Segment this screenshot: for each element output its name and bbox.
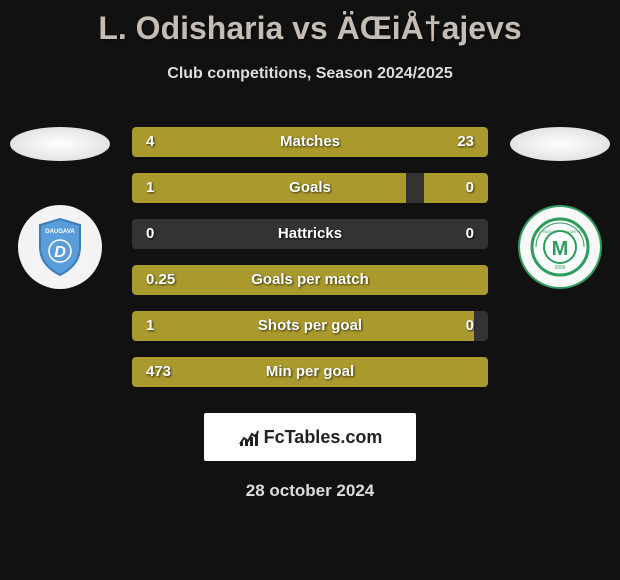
- stat-label: Goals: [132, 173, 488, 203]
- left-column: DAUGAVA D: [8, 133, 112, 289]
- stat-value-right: 0: [466, 173, 474, 203]
- brand-text: FcTables.com: [238, 426, 383, 448]
- stat-value-left: 0: [146, 219, 154, 249]
- footer-date: 28 october 2024: [0, 481, 620, 501]
- stat-row: Min per goal473: [132, 357, 488, 387]
- stat-value-right: 0: [466, 311, 474, 341]
- stat-value-left: 0.25: [146, 265, 175, 295]
- svg-text:2006: 2006: [554, 265, 565, 271]
- shield-icon: DAUGAVA D: [36, 217, 84, 277]
- stat-label: Shots per goal: [132, 311, 488, 341]
- svg-text:D: D: [54, 244, 66, 261]
- brand-label: FcTables.com: [264, 427, 383, 448]
- brand-footer: FcTables.com: [204, 413, 416, 461]
- player-photo-right: [510, 127, 610, 161]
- svg-text:M: M: [552, 238, 569, 260]
- stat-value-left: 473: [146, 357, 171, 387]
- stat-value-right: 0: [466, 219, 474, 249]
- stat-label: Min per goal: [132, 357, 488, 387]
- svg-text:DAUGAVA: DAUGAVA: [45, 229, 75, 235]
- stat-row: Hattricks0 0: [132, 219, 488, 249]
- stat-value-left: 1: [146, 311, 154, 341]
- stats-column: Matches423Goals10Hattricks00Goals per ma…: [112, 127, 508, 403]
- player-photo-left: [10, 127, 110, 161]
- page-title: L. Odisharia vs ÄŒiÅ†ajevs: [0, 0, 620, 47]
- stat-label: Hattricks: [132, 219, 488, 249]
- stat-value-left: 4: [146, 127, 154, 157]
- stat-value-left: 1: [146, 173, 154, 203]
- stat-label: Matches: [132, 127, 488, 157]
- stat-row: Matches4 23: [132, 127, 488, 157]
- chart-icon: [238, 426, 260, 448]
- stat-value-right: 23: [457, 127, 474, 157]
- stat-label: Goals per match: [132, 265, 488, 295]
- stat-row: Goals1 0: [132, 173, 488, 203]
- stat-row: Goals per match0.25: [132, 265, 488, 295]
- club-logo-right: FUTBOLA SKOLA METTA M 2006: [518, 205, 602, 289]
- circle-logo-icon: FUTBOLA SKOLA METTA M 2006: [530, 217, 590, 277]
- main-content: DAUGAVA D Matches423Goals10Hattricks00Go…: [0, 133, 620, 403]
- page-subtitle: Club competitions, Season 2024/2025: [0, 65, 620, 83]
- club-logo-left: DAUGAVA D: [18, 205, 102, 289]
- right-column: FUTBOLA SKOLA METTA M 2006: [508, 133, 612, 289]
- stat-row: Shots per goal1 0: [132, 311, 488, 341]
